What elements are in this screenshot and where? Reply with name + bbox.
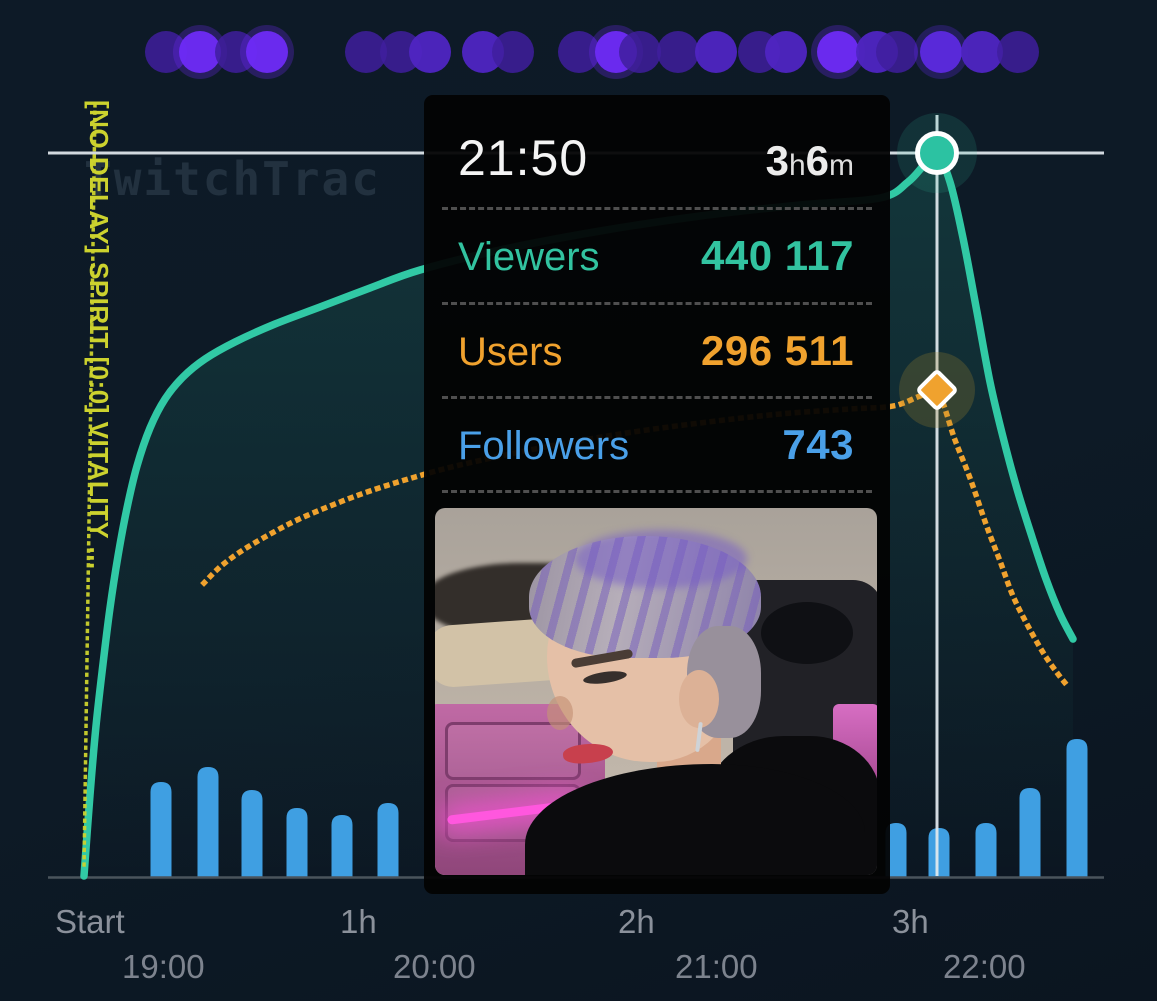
activity-dot[interactable]: [657, 31, 699, 73]
activity-dot[interactable]: [145, 31, 187, 73]
tooltip-time: 21:50: [458, 130, 589, 186]
duration-minutes: 6: [805, 137, 829, 184]
activity-dot[interactable]: [380, 31, 422, 73]
activity-dot[interactable]: [997, 31, 1039, 73]
tooltip-elapsed-duration: 3h6m: [766, 137, 854, 185]
stream-title-dotted-line: [82, 103, 97, 870]
preview-drawer: [445, 722, 581, 780]
activity-dot[interactable]: [765, 31, 807, 73]
followers-bar[interactable]: [1066, 739, 1088, 877]
followers-value: 743: [782, 421, 854, 468]
chart-hover-tooltip: 21:50 3h6m Viewers 440 117 Users 296 511…: [424, 95, 890, 894]
activity-dot[interactable]: [961, 31, 1003, 73]
followers-bar[interactable]: [150, 782, 172, 877]
followers-bar[interactable]: [1019, 788, 1041, 877]
activity-dot[interactable]: [179, 31, 221, 73]
x-tick-1h: 1h: [340, 903, 377, 940]
tooltip-viewers-row: Viewers 440 117: [458, 232, 854, 280]
followers-bar[interactable]: [885, 823, 907, 877]
preview-purple-hair-tint: [575, 530, 747, 588]
stream-preview-image: [435, 508, 877, 875]
x-time-21-00: 21:00: [675, 948, 758, 985]
x-tick-start: Start: [55, 903, 125, 940]
activity-dot[interactable]: [920, 31, 962, 73]
tooltip-divider: [442, 302, 872, 305]
users-hover-marker[interactable]: [917, 370, 957, 410]
tooltip-users-row: Users 296 511: [458, 327, 854, 375]
followers-bar[interactable]: [197, 767, 219, 877]
viewers-value: 440 117: [700, 232, 854, 279]
activity-dot[interactable]: [817, 31, 859, 73]
x-time-19-00: 19:00: [122, 948, 205, 985]
viewers-label: Viewers: [458, 235, 600, 279]
followers-bar[interactable]: [241, 790, 263, 877]
duration-hours: 3: [765, 137, 789, 184]
activity-dot[interactable]: [695, 31, 737, 73]
tooltip-divider: [442, 207, 872, 210]
stream-title-vertical: [NO DELAY] SPIRIT [0:0] VITALITY ...: [84, 100, 114, 570]
tooltip-divider: [442, 490, 872, 493]
preview-chair-headrest-hole: [761, 602, 853, 664]
tooltip-time-row: 21:50 3h6m: [458, 129, 854, 187]
followers-bar[interactable]: [928, 828, 950, 877]
activity-dot[interactable]: [246, 31, 288, 73]
x-time-20-00: 20:00: [393, 948, 476, 985]
preview-nose-shadow: [547, 696, 573, 730]
x-tick-3h: 3h: [892, 903, 929, 940]
followers-label: Followers: [458, 424, 630, 468]
followers-bar[interactable]: [975, 823, 997, 877]
activity-dot[interactable]: [876, 31, 918, 73]
twitchtracker-watermark: TwitchTrac: [84, 152, 381, 206]
tooltip-followers-row: Followers 743: [458, 421, 854, 469]
x-tick-2h: 2h: [618, 903, 655, 940]
activity-dot[interactable]: [492, 31, 534, 73]
activity-dot[interactable]: [345, 31, 387, 73]
preview-ear: [679, 670, 719, 728]
viewers-hover-marker[interactable]: [915, 131, 959, 175]
users-label: Users: [458, 330, 563, 374]
tooltip-divider: [442, 396, 872, 399]
activity-dot[interactable]: [619, 31, 661, 73]
followers-bar[interactable]: [377, 803, 399, 877]
duration-hours-unit: h: [788, 149, 806, 182]
activity-dot[interactable]: [462, 31, 504, 73]
followers-bar[interactable]: [331, 815, 353, 877]
activity-dot[interactable]: [558, 31, 600, 73]
activity-dot[interactable]: [409, 31, 451, 73]
followers-bar[interactable]: [286, 808, 308, 877]
users-value: 296 511: [700, 327, 854, 374]
duration-minutes-unit: m: [829, 149, 854, 182]
activity-dot[interactable]: [215, 31, 257, 73]
x-time-22-00: 22:00: [943, 948, 1026, 985]
